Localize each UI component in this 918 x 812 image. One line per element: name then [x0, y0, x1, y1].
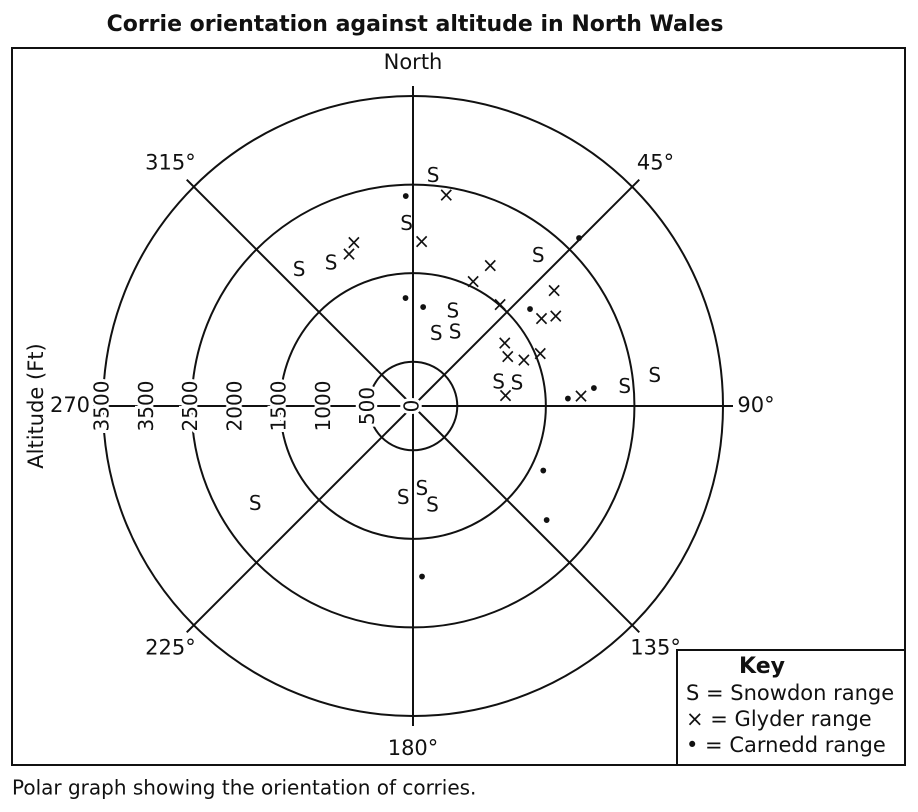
point: •: [573, 227, 585, 251]
legend-entry: • = Carnedd range: [686, 733, 886, 757]
angle-label: 135°: [630, 636, 681, 660]
point: ×: [346, 230, 363, 254]
point: •: [524, 298, 536, 322]
point: •: [537, 459, 549, 483]
frame: [11, 47, 906, 766]
r-tick-label: 1500: [267, 381, 291, 432]
r-tick-label: 500: [355, 387, 379, 425]
angle-label: North: [384, 50, 443, 74]
point: S: [492, 370, 505, 394]
angle-label: 180°: [388, 736, 439, 760]
point: •: [416, 565, 428, 589]
point: ×: [532, 341, 549, 365]
point: ×: [438, 183, 455, 207]
point: ×: [499, 344, 516, 368]
point: S: [426, 492, 439, 516]
caption: Polar graph showing the orientation of c…: [12, 776, 476, 800]
point: ×: [496, 331, 513, 355]
angle-label: 225°: [145, 636, 196, 660]
point: S: [427, 163, 440, 187]
point: S: [293, 257, 306, 281]
r-axis-label: Altitude (Ft): [24, 343, 48, 468]
legend-entry: × = Glyder range: [686, 707, 872, 731]
point: ×: [413, 229, 430, 253]
point: ×: [547, 303, 564, 327]
point: ×: [492, 292, 509, 316]
spoke: [412, 405, 640, 633]
point: ×: [515, 348, 532, 372]
point: S: [415, 476, 428, 500]
point: S: [397, 485, 410, 509]
point: ×: [533, 306, 550, 330]
point: ×: [497, 383, 514, 407]
r-tick-label: 3500: [134, 381, 158, 432]
spoke: [186, 405, 414, 633]
legend-title: Key: [739, 654, 785, 679]
point: •: [541, 509, 553, 533]
point: •: [562, 387, 574, 411]
point: S: [400, 211, 413, 235]
legend-entry: S = Snowdon range: [686, 681, 894, 705]
r-tick-label: 1000: [311, 381, 335, 432]
point: ×: [341, 242, 358, 266]
spoke: [186, 179, 414, 407]
point: •: [417, 296, 429, 320]
angle-label: 315°: [145, 150, 196, 174]
point: S: [532, 243, 545, 267]
point: •: [588, 377, 600, 401]
legend-box: [676, 649, 906, 766]
point: S: [249, 491, 262, 515]
r-tick-label: 0: [400, 400, 424, 413]
point: S: [618, 374, 631, 398]
chart-title: Corrie orientation against altitude in N…: [107, 12, 724, 37]
spoke: [412, 179, 640, 407]
point: •: [400, 184, 412, 208]
angle-label: 270: [50, 393, 90, 417]
r-tick-label: 2500: [178, 381, 202, 432]
point: ×: [546, 278, 563, 302]
point: S: [446, 299, 459, 323]
point: ×: [465, 269, 482, 293]
point: S: [430, 321, 443, 345]
point: ×: [482, 253, 499, 277]
point: S: [449, 320, 462, 344]
point: S: [511, 370, 524, 394]
r-tick-label: 2000: [222, 381, 246, 432]
point: S: [325, 251, 338, 275]
point: ×: [573, 384, 590, 408]
r-tick-label: 3500: [90, 381, 114, 432]
point: •: [400, 286, 412, 310]
point: S: [648, 363, 661, 387]
angle-label: 90°: [737, 393, 774, 417]
angle-label: 45°: [637, 150, 674, 174]
